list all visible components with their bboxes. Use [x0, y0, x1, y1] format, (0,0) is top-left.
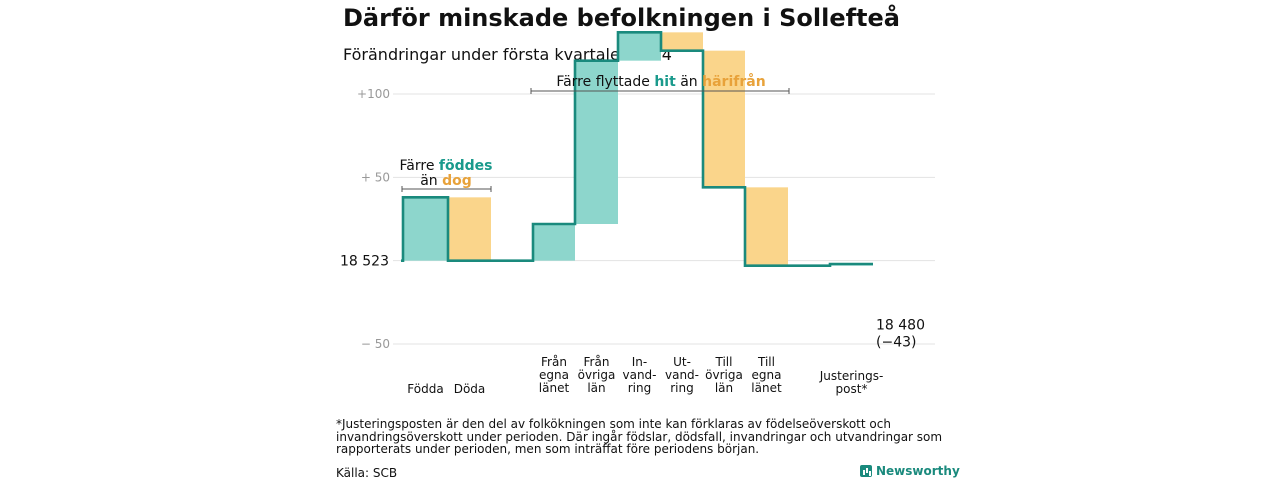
category-label: Från — [541, 355, 567, 369]
y-tick-label: − 50 — [361, 337, 390, 351]
category-label: länet — [751, 381, 782, 395]
brand-logo: Newsworthy — [860, 464, 960, 478]
newsworthy-icon — [860, 465, 872, 477]
bar — [448, 197, 491, 261]
annotation-births-line1: Färre föddes — [400, 158, 493, 174]
category-label: Döda — [454, 382, 486, 396]
category-label: Födda — [407, 382, 443, 396]
bar — [575, 60, 618, 224]
brand-name: Newsworthy — [876, 464, 960, 478]
category-label: vand- — [665, 368, 699, 382]
category-label: Justerings- — [819, 369, 884, 383]
bar — [618, 32, 661, 61]
category-label: övriga — [578, 368, 616, 382]
category-label: län — [587, 381, 605, 395]
chart-title: Därför minskade befolkningen i Sollefteå — [343, 4, 900, 32]
source-label: Källa: SCB — [336, 466, 398, 480]
category-label: Ut- — [673, 355, 691, 369]
end-value-label: 18 480 — [876, 317, 925, 333]
category-label: In- — [632, 355, 647, 369]
chart-subtitle: Förändringar under första kvartalet 2024 — [343, 45, 672, 64]
annotation-births-line2: än dog — [420, 173, 472, 189]
category-label: vand- — [622, 368, 656, 382]
category-label: Från — [584, 355, 610, 369]
bar — [745, 187, 788, 266]
start-value-label: 18 523 — [340, 254, 389, 270]
waterfall-step-line — [401, 31, 873, 267]
end-change-label: (−43) — [876, 334, 916, 350]
category-label: övriga — [705, 368, 743, 382]
bar — [403, 197, 448, 261]
bar — [661, 32, 703, 51]
bar — [533, 224, 575, 261]
category-label: egna — [752, 368, 782, 382]
category-label: län — [715, 381, 733, 395]
y-tick-label: + 50 — [361, 170, 390, 184]
category-label: Till — [757, 355, 775, 369]
category-label: länet — [539, 381, 570, 395]
footnote: *Justeringsposten är den del av folkökni… — [336, 417, 943, 456]
annotation-migration: Färre flyttade hit än härifrån — [556, 73, 765, 90]
category-label: post* — [836, 382, 868, 396]
category-label: ring — [670, 381, 694, 395]
bar — [703, 50, 745, 188]
y-tick-label: +100 — [357, 87, 390, 101]
category-label: egna — [539, 368, 569, 382]
category-label: Till — [715, 355, 733, 369]
category-label: ring — [628, 381, 652, 395]
